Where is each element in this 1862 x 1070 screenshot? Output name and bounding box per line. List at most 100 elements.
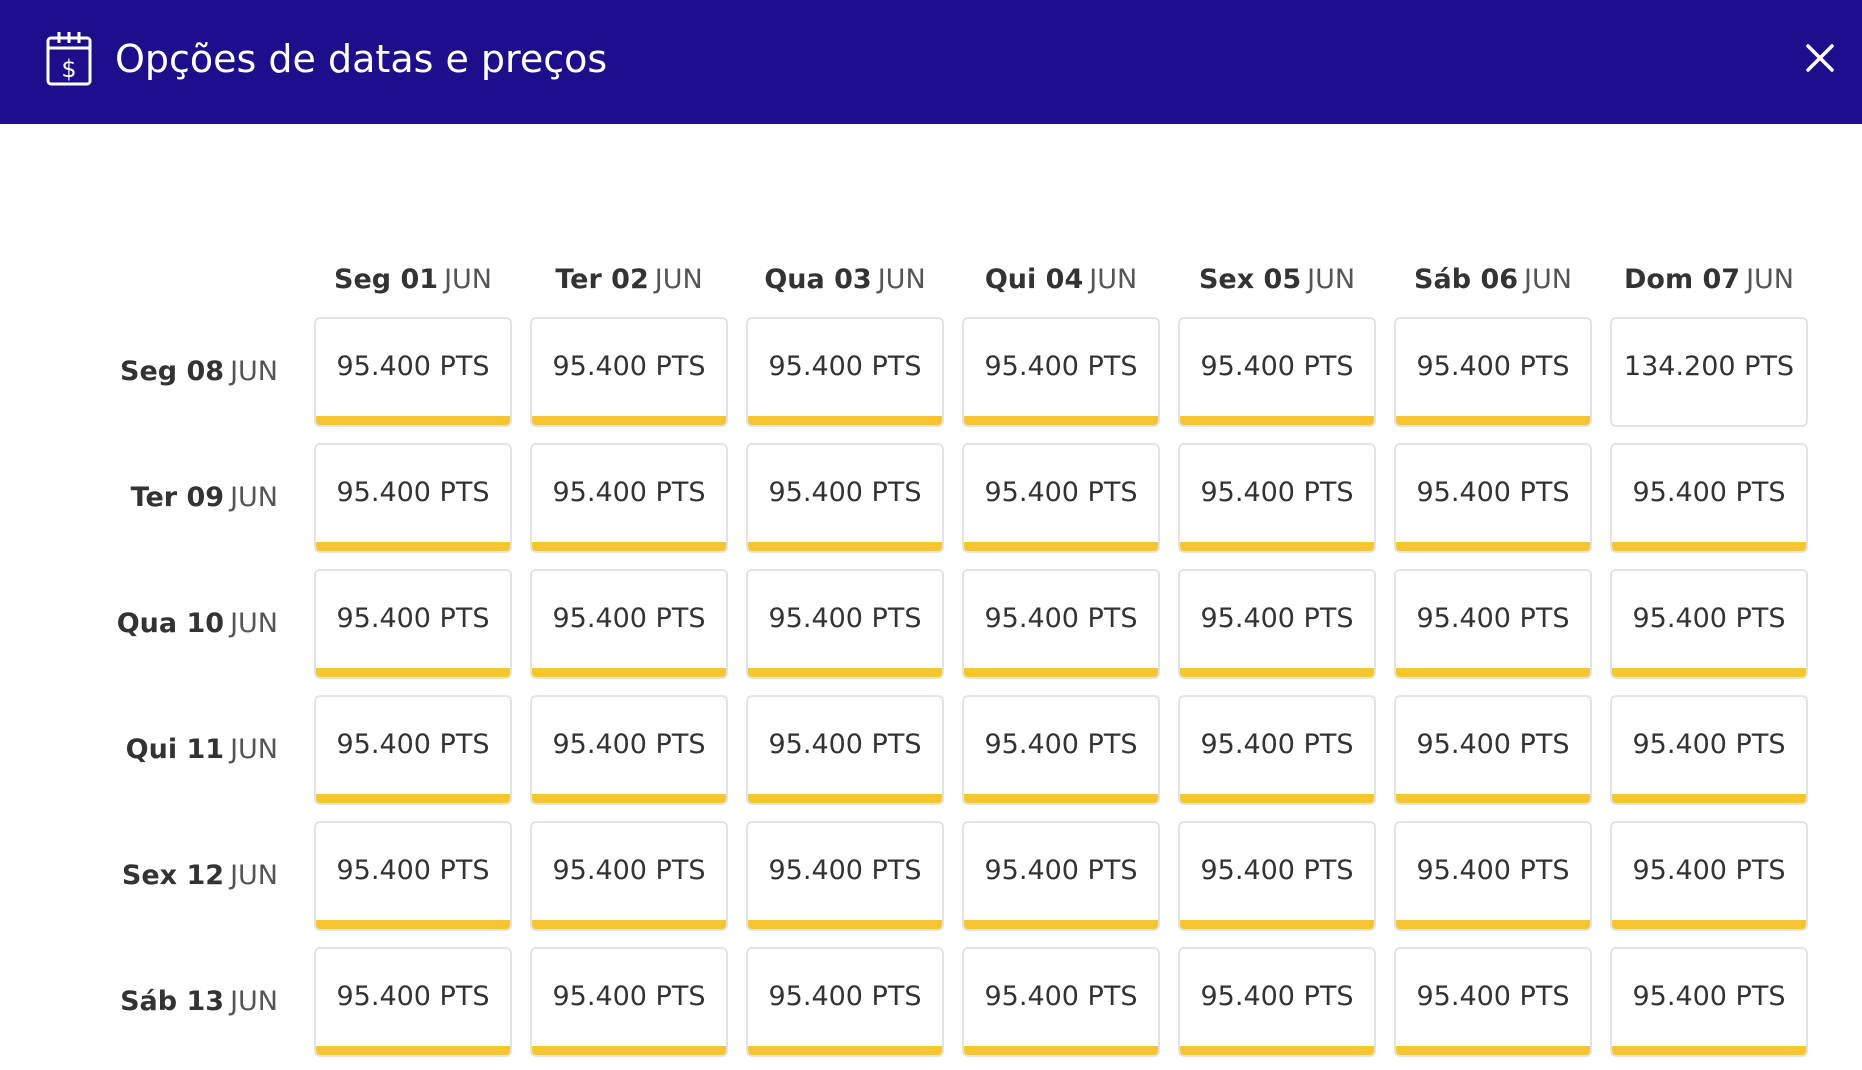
lowest-price-bar [964,416,1158,425]
column-header: Qui 04 JUN [962,260,1160,300]
lowest-price-bar [316,668,510,677]
price-label: 95.400 PTS [984,351,1138,382]
price-label: 95.400 PTS [768,729,922,760]
svg-text:$: $ [61,55,76,83]
price-cell[interactable]: 95.400 PTS [530,821,728,931]
column-header-month: JUN [877,264,926,295]
price-cell[interactable]: 95.400 PTS [1394,821,1592,931]
price-label: 95.400 PTS [984,855,1138,886]
price-label: 95.400 PTS [336,477,490,508]
price-cell[interactable]: 95.400 PTS [1610,443,1808,553]
price-cell[interactable]: 95.400 PTS [1178,947,1376,1057]
price-cell[interactable]: 95.400 PTS [962,947,1160,1057]
price-cell[interactable]: 95.400 PTS [314,569,512,679]
lowest-price-bar [1612,668,1806,677]
price-cell[interactable]: 95.400 PTS [746,443,944,553]
column-header: Seg 01 JUN [314,260,512,300]
price-cell[interactable]: 95.400 PTS [530,443,728,553]
row-header: Ter 09 JUN [60,478,278,518]
price-label: 95.400 PTS [336,351,490,382]
price-cell[interactable]: 95.400 PTS [962,569,1160,679]
price-cell[interactable]: 95.400 PTS [1610,695,1808,805]
price-label: 95.400 PTS [1200,603,1354,634]
lowest-price-bar [316,542,510,551]
row-header-month: JUN [230,986,278,1017]
price-cell[interactable]: 95.400 PTS [1610,821,1808,931]
lowest-price-bar [532,1046,726,1055]
price-cell[interactable]: 95.400 PTS [962,695,1160,805]
lowest-price-bar [1180,542,1374,551]
lowest-price-bar [964,668,1158,677]
lowest-price-bar [1180,794,1374,803]
lowest-price-bar [1612,542,1806,551]
row-header-day: Seg 08 [120,356,225,387]
row-header: Sáb 13 JUN [60,982,278,1022]
price-cell[interactable]: 95.400 PTS [746,947,944,1057]
price-label: 95.400 PTS [1200,855,1354,886]
lowest-price-bar [1396,920,1590,929]
lowest-price-bar [1612,1046,1806,1055]
lowest-price-bar [1396,1046,1590,1055]
price-cell[interactable]: 95.400 PTS [1178,695,1376,805]
price-cell[interactable]: 95.400 PTS [746,569,944,679]
price-label: 95.400 PTS [1416,855,1570,886]
price-label: 95.400 PTS [552,351,706,382]
price-label: 95.400 PTS [768,855,922,886]
price-cell[interactable]: 95.400 PTS [314,947,512,1057]
lowest-price-bar [316,1046,510,1055]
row-header: Sex 12 JUN [60,856,278,896]
price-cell[interactable]: 95.400 PTS [1178,317,1376,427]
price-cell[interactable]: 95.400 PTS [1394,947,1592,1057]
price-label: 95.400 PTS [1200,351,1354,382]
price-cell[interactable]: 134.200 PTS [1610,317,1808,427]
lowest-price-bar [964,1046,1158,1055]
price-cell[interactable]: 95.400 PTS [962,443,1160,553]
price-cell[interactable]: 95.400 PTS [530,947,728,1057]
price-cell[interactable]: 95.400 PTS [314,443,512,553]
price-label: 95.400 PTS [768,477,922,508]
lowest-price-bar [748,668,942,677]
row-header-month: JUN [230,356,278,387]
price-cell[interactable]: 95.400 PTS [746,821,944,931]
price-cell[interactable]: 95.400 PTS [314,695,512,805]
price-label: 95.400 PTS [768,351,922,382]
row-header: Qui 11 JUN [60,730,278,770]
price-cell[interactable]: 95.400 PTS [1178,569,1376,679]
column-header-day: Qua 03 [764,264,872,295]
row-header-month: JUN [230,860,278,891]
price-cell[interactable]: 95.400 PTS [1178,821,1376,931]
price-cell[interactable]: 95.400 PTS [1394,317,1592,427]
lowest-price-bar [532,542,726,551]
lowest-price-bar [1396,794,1590,803]
price-cell[interactable]: 95.400 PTS [1394,569,1592,679]
column-header-day: Ter 02 [555,264,649,295]
price-label: 95.400 PTS [1416,477,1570,508]
price-label: 95.400 PTS [1416,351,1570,382]
price-cell[interactable]: 95.400 PTS [746,695,944,805]
price-label: 95.400 PTS [336,855,490,886]
price-cell[interactable]: 95.400 PTS [962,317,1160,427]
price-cell[interactable]: 95.400 PTS [314,821,512,931]
column-header: Ter 02 JUN [530,260,728,300]
price-cell[interactable]: 95.400 PTS [1178,443,1376,553]
price-label: 95.400 PTS [552,855,706,886]
price-cell[interactable]: 95.400 PTS [314,317,512,427]
price-cell[interactable]: 95.400 PTS [746,317,944,427]
price-cell[interactable]: 95.400 PTS [1610,947,1808,1057]
lowest-price-bar [964,920,1158,929]
lowest-price-bar [748,794,942,803]
price-cell[interactable]: 95.400 PTS [1394,443,1592,553]
price-label: 95.400 PTS [552,477,706,508]
price-cell[interactable]: 95.400 PTS [530,695,728,805]
lowest-price-bar [1180,1046,1374,1055]
price-label: 95.400 PTS [336,729,490,760]
price-cell[interactable]: 95.400 PTS [1610,569,1808,679]
price-cell[interactable]: 95.400 PTS [530,317,728,427]
price-cell[interactable]: 95.400 PTS [530,569,728,679]
price-cell[interactable]: 95.400 PTS [1394,695,1592,805]
column-header-month: JUN [1524,264,1572,295]
price-label: 95.400 PTS [1416,729,1570,760]
close-icon[interactable] [1798,36,1842,80]
column-header-day: Seg 01 [334,264,439,295]
price-cell[interactable]: 95.400 PTS [962,821,1160,931]
